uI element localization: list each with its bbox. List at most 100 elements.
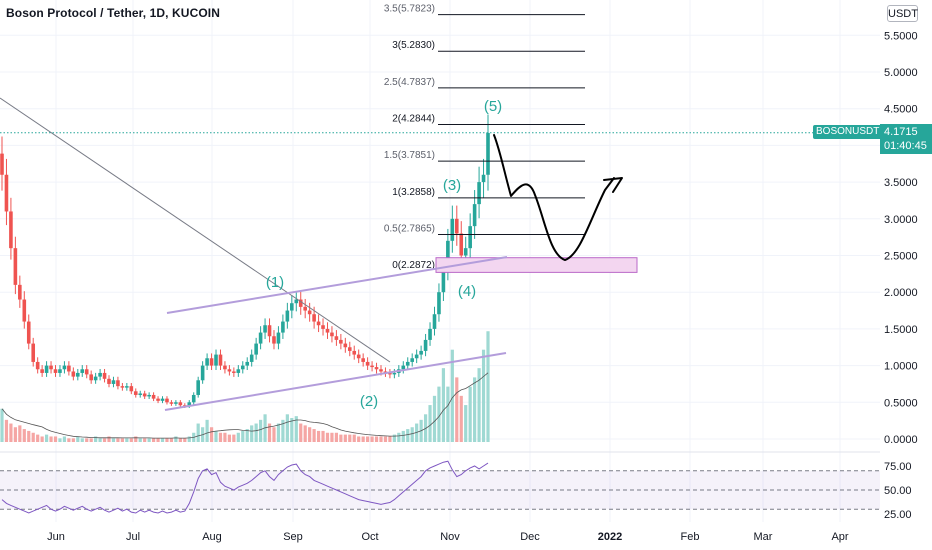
candle-body <box>116 380 120 387</box>
x-tick-label: Dec <box>520 531 540 543</box>
price-tick-label: 2.5000 <box>884 251 918 263</box>
candle-body <box>392 372 397 375</box>
candle-body <box>339 339 343 344</box>
x-tick-label: Jun <box>47 531 65 543</box>
candle-body <box>209 358 214 366</box>
candle-body <box>343 343 348 348</box>
candle-body <box>472 204 477 227</box>
candle-body <box>361 358 365 362</box>
candle-body <box>267 325 272 337</box>
candle-body <box>303 306 307 311</box>
candle-body <box>316 321 321 326</box>
volume-bar <box>151 438 156 442</box>
candle-body <box>272 336 276 344</box>
candle-body <box>468 226 472 249</box>
x-tick-label: Jul <box>126 531 140 543</box>
volume-bar <box>94 436 98 442</box>
volume-bar <box>245 429 249 442</box>
candle-body <box>459 233 464 256</box>
candle-body <box>196 380 200 395</box>
elliott-wave-labels: (1) (2) (3) (4) (5) <box>266 98 502 410</box>
candle-body <box>165 398 169 403</box>
candle-body <box>401 365 406 370</box>
candle-body <box>156 398 160 401</box>
candle-body <box>334 336 339 340</box>
volume-bar <box>334 432 339 442</box>
x-tick-label: Apr <box>831 531 848 543</box>
volume-bar <box>366 436 370 442</box>
volume-bar <box>312 429 316 442</box>
candle-body <box>44 365 49 373</box>
candle-body <box>450 218 455 241</box>
candle-body <box>298 299 303 307</box>
volume-bar <box>223 432 227 442</box>
volume-bar <box>0 408 4 442</box>
candle-body <box>133 391 138 395</box>
volume-bar <box>388 436 392 442</box>
candle-body <box>4 174 9 212</box>
channel-bottom-line[interactable] <box>164 352 507 411</box>
volume-bar <box>209 427 214 442</box>
volume-bar <box>111 438 116 442</box>
volume-bar <box>53 436 58 442</box>
volume-bar <box>473 377 477 442</box>
fib-level-label: 0.5(2.7865) <box>384 223 435 234</box>
candle-body <box>35 361 40 370</box>
candle-body <box>285 310 290 322</box>
candle-body <box>129 386 134 392</box>
candle-body <box>290 303 294 311</box>
volume-bar <box>227 434 231 442</box>
descending-trendline[interactable] <box>0 97 391 363</box>
candle-body <box>26 321 31 344</box>
volume-bar <box>160 438 165 442</box>
projection-path-drawing[interactable] <box>493 134 623 261</box>
volume-bar <box>76 436 80 442</box>
volume-bar <box>370 436 374 442</box>
candle-body <box>67 365 71 372</box>
volume-bar <box>80 438 84 442</box>
volume-bar <box>272 427 276 442</box>
candle-body <box>463 248 468 256</box>
volume-bar <box>343 434 347 442</box>
volume-bar <box>120 438 124 442</box>
x-tick-label: 2022 <box>598 531 622 543</box>
volume-bar <box>348 434 352 442</box>
last-price-value: 4.1715 <box>884 126 918 138</box>
volume-bar <box>196 423 200 442</box>
channel-top-line[interactable] <box>166 256 508 314</box>
candle-body <box>223 365 227 370</box>
symbol-badge: BOSONUSDT <box>813 125 883 139</box>
candle-body <box>245 361 250 366</box>
volume-bar <box>236 432 240 442</box>
volume-bar <box>134 436 138 442</box>
volume-bar <box>464 405 468 442</box>
price-tick-label: 1.5000 <box>884 324 918 336</box>
candle-body <box>18 284 22 300</box>
rsi-panel: 75.00 50.00 25.00 <box>0 460 912 521</box>
fib-level-label: 1.5(3.7851) <box>384 150 435 161</box>
volume-bar <box>308 427 312 442</box>
volume-bar <box>339 434 343 442</box>
volume-bar <box>49 436 53 442</box>
volume-bar <box>325 432 330 442</box>
volume-bar <box>250 425 254 442</box>
candle-body <box>419 350 423 355</box>
candle-body <box>187 402 192 406</box>
x-tick-label: Mar <box>754 531 773 543</box>
currency-button[interactable]: USDT <box>887 5 918 22</box>
volume-bar <box>357 436 361 442</box>
volume-bar <box>205 419 209 442</box>
volume-bar <box>450 349 454 442</box>
price-tick-label: 4.5000 <box>884 104 918 116</box>
candle-body <box>428 328 432 340</box>
volume-bar <box>316 430 321 442</box>
rsi-tick-label: 25.00 <box>884 509 912 521</box>
volume-bar <box>143 438 147 442</box>
candle-body <box>432 314 437 329</box>
volume-bar <box>62 436 67 442</box>
volume-bar <box>156 438 160 442</box>
chart-title: Boson Protocol / Tether, 1D, KUCOIN <box>6 6 220 20</box>
demand-zone[interactable] <box>435 257 638 273</box>
volume-bar <box>138 438 142 442</box>
